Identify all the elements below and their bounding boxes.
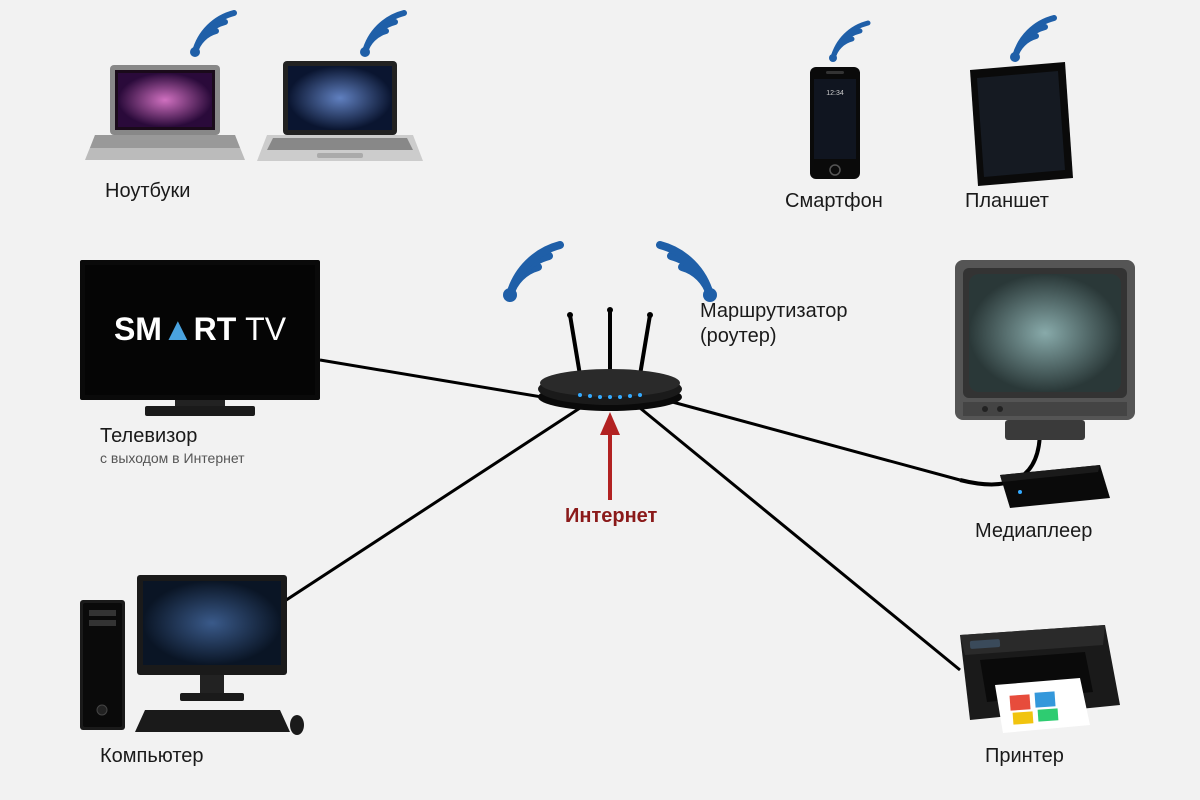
mediaplayer-icon	[990, 460, 1120, 520]
router-device	[520, 305, 700, 420]
smartphone-label: Смартфон	[785, 190, 883, 213]
smarttv-label: Телевизор	[100, 425, 197, 448]
tablet-label: Планшет	[965, 190, 1049, 213]
wifi-icon	[490, 240, 570, 310]
internet-label: Интернет	[565, 505, 657, 528]
router-label: Маршрутизатор	[700, 300, 847, 323]
smartphone-icon: 12:34	[800, 65, 870, 190]
mediaplayer-label: Медиаплеер	[975, 520, 1092, 543]
laptops-label: Ноутбуки	[105, 180, 190, 203]
wifi-icon	[350, 10, 410, 65]
crt-tv-icon	[935, 250, 1165, 460]
router-sublabel: (роутер)	[700, 325, 777, 348]
smarttv-icon: SM▲RT TV	[75, 255, 325, 430]
printer-icon	[935, 610, 1135, 745]
wifi-icon	[820, 20, 875, 70]
laptop-icon	[80, 60, 250, 175]
computer-icon	[75, 560, 305, 745]
svg-text:12:34: 12:34	[826, 90, 844, 97]
svg-text:SM▲RT TV: SM▲RT TV	[114, 311, 287, 347]
smarttv-sublabel: с выходом в Интернет	[100, 450, 245, 466]
tablet-icon	[955, 60, 1080, 195]
computer-label: Компьютер	[100, 745, 204, 768]
printer-label: Принтер	[985, 745, 1064, 768]
laptop-icon	[255, 58, 425, 178]
wifi-icon	[180, 10, 240, 65]
